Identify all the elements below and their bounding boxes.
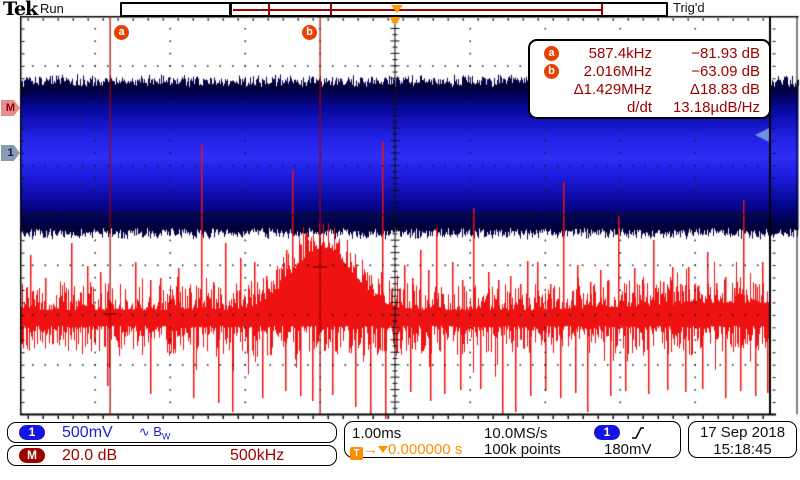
record-trigger-position-icon xyxy=(391,5,403,13)
math-scale: 20.0 dB xyxy=(62,446,118,464)
cursor-b-frequency: 2.016MHz xyxy=(583,62,652,80)
time-label: 15:18:45 xyxy=(713,441,772,458)
trigger-position-icon xyxy=(389,17,401,25)
cursor-slope-value: 13.18µdB/Hz xyxy=(672,98,760,116)
math-badge: M xyxy=(19,448,45,463)
math-position-marker[interactable]: M xyxy=(1,100,20,116)
trigger-status: Trig'd xyxy=(673,0,705,15)
math-status-box[interactable]: M 20.0 dB 500kHz xyxy=(7,445,337,466)
trigger-position-readout: T → 0.000000 s xyxy=(350,441,462,460)
cursor-b-level: −63.09 dB xyxy=(691,62,760,80)
cursor-delta-frequency: Δ1.429MHz xyxy=(573,80,652,98)
sample-rate: 10.0MS/s xyxy=(484,425,548,442)
math-span: 500kHz xyxy=(230,446,285,464)
cursor-delta-level: Δ18.83 dB xyxy=(689,80,760,98)
record-divider xyxy=(229,4,232,15)
trigger-position-value: 0.000000 s xyxy=(388,441,463,458)
acquisition-status: Run xyxy=(40,1,64,16)
ch1-badge: 1 xyxy=(19,425,45,440)
record-view-bar[interactable] xyxy=(120,2,668,17)
cursor-slope-row: d/dt 13.18µdB/Hz xyxy=(530,98,769,116)
ch1-status-box[interactable]: 1 500mV ∿ BW xyxy=(7,422,337,443)
cursor-slope-label: d/dt xyxy=(626,98,652,116)
trigger-t-icon: T xyxy=(350,447,363,460)
record-cursor-b-mark xyxy=(330,4,332,15)
cursor-b-handle[interactable]: b xyxy=(302,25,317,40)
date-label: 17 Sep 2018 xyxy=(699,424,786,441)
cursor-b-icon: b xyxy=(544,63,559,79)
ch1-scale: 500mV xyxy=(62,423,113,441)
cursor-delta-row: Δ1.429MHz Δ18.83 dB xyxy=(530,80,769,98)
record-cursor-a-mark xyxy=(268,4,270,15)
cursor-a-icon: a xyxy=(544,45,559,61)
cursor-a-level: −81.93 dB xyxy=(691,44,760,62)
trigger-level: 180mV xyxy=(604,441,652,458)
trigger-arrow-icon: → xyxy=(363,441,378,458)
cursor-a-row: a 587.4kHz −81.93 dB xyxy=(530,44,769,62)
tek-logo: Tek xyxy=(3,0,38,20)
ch1-position-marker[interactable]: 1 xyxy=(1,145,20,161)
cursor-readout-box: a 587.4kHz −81.93 dB b 2.016MHz −63.09 d… xyxy=(528,39,771,119)
bandwidth-limit-icon: ∿ BW xyxy=(138,423,171,442)
cursor-a-handle[interactable]: a xyxy=(114,25,129,40)
record-length: 100k points xyxy=(484,441,561,458)
record-window-line xyxy=(233,9,601,11)
rising-edge-icon xyxy=(632,427,644,439)
horizontal-status-box[interactable]: 1.00ms 10.0MS/s 1 T → 0.000000 s 100k poin… xyxy=(344,421,681,460)
trigger-triangle-icon xyxy=(378,446,388,453)
record-window-end xyxy=(601,4,603,15)
cursor-b-row: b 2.016MHz −63.09 dB xyxy=(530,62,769,80)
datetime-box: 17 Sep 2018 15:18:45 xyxy=(688,421,797,458)
trigger-source-badge: 1 xyxy=(594,425,620,440)
timebase: 1.00ms xyxy=(352,425,402,442)
cursor-a-frequency: 587.4kHz xyxy=(588,44,652,62)
